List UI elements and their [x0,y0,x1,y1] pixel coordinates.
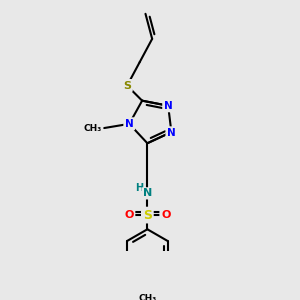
Text: S: S [123,81,131,91]
Text: O: O [161,210,170,220]
Text: N: N [164,101,172,111]
Text: O: O [124,210,134,220]
Text: CH₃: CH₃ [83,124,102,133]
Text: N: N [167,128,176,138]
Text: S: S [143,208,152,222]
Text: H: H [135,183,143,193]
Text: N: N [125,119,134,129]
Text: CH₃: CH₃ [138,294,157,300]
Text: N: N [143,188,152,198]
